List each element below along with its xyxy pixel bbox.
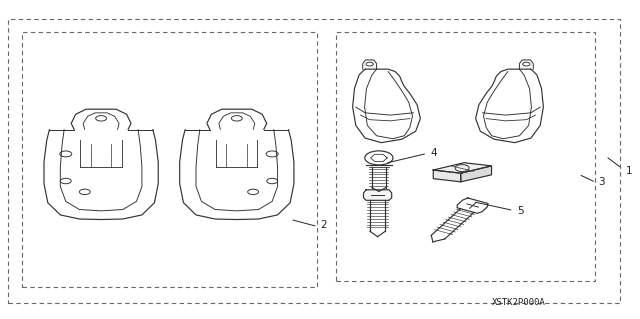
Text: 1: 1 (626, 166, 632, 176)
Polygon shape (461, 166, 492, 182)
Text: 3: 3 (598, 177, 605, 187)
Bar (336, 32, 595, 281)
Text: 5: 5 (517, 205, 524, 216)
Polygon shape (364, 190, 392, 200)
Text: 2: 2 (320, 220, 326, 230)
Bar (8, 19, 620, 303)
Bar (22, 32, 317, 287)
Text: 4: 4 (431, 148, 437, 158)
Polygon shape (433, 163, 492, 173)
Text: XSTK2P000A: XSTK2P000A (492, 298, 545, 307)
Polygon shape (433, 170, 461, 182)
